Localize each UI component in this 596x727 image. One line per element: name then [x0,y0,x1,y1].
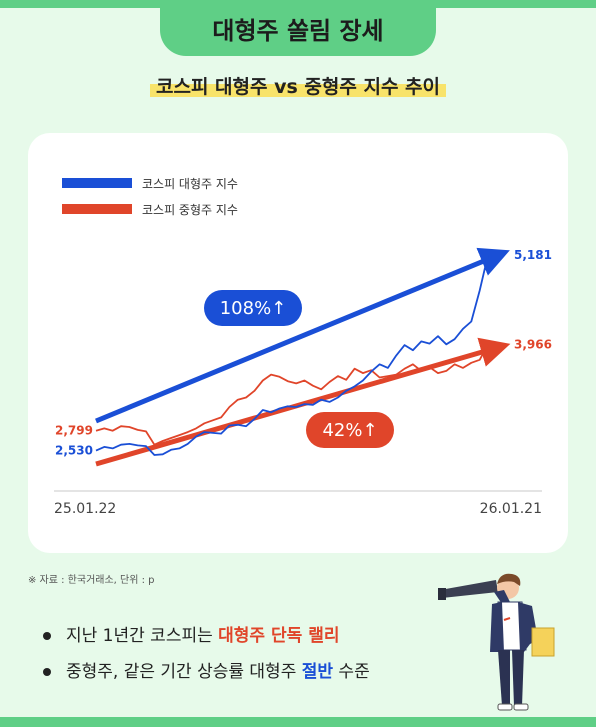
bullet-dot-icon [43,668,51,676]
trend-arrow-large-cap [95,247,510,424]
series-line-large-cap [95,254,489,456]
end-value-label: 5,181 [514,248,552,262]
bullet-text: 지난 1년간 코스피는 [66,626,219,646]
bullet-dot-icon [43,632,51,640]
legend-label: 코스피 대형주 지수 [142,177,238,191]
bullet-text: 중형주, 같은 기간 상승률 대형주 [66,662,302,682]
change-badge-mid-cap-text: 42%↑ [322,420,377,441]
page-title: 대형주 쏠림 장세 [212,16,384,45]
subtitle-wrap: 코스피 대형주 vs 중형주 지수 추이 [0,72,596,99]
trend-arrow-mid-cap [95,337,511,467]
chart-subtitle: 코스피 대형주 vs 중형주 지수 추이 [149,72,446,99]
summary-bullets: 지난 1년간 코스피는 대형주 단독 랠리 중형주, 같은 기간 상승률 대형주… [40,618,460,690]
bullet-item: 중형주, 같은 기간 상승률 대형주 절반 수준 [40,654,460,690]
x-tick-label: 25.01.22 [54,501,116,517]
series-line-mid-cap [95,344,489,446]
source-note: ※ 자료 : 한국거래소, 단위 : p [28,575,155,586]
start-value-label: 2,799 [55,424,93,438]
legend-swatch [62,178,132,188]
x-tick-label: 26.01.21 [480,501,542,517]
end-value-label: 3,966 [514,338,552,352]
bullet-highlight: 절반 [301,662,334,682]
start-value-label: 2,530 [55,444,93,458]
person-with-telescope-illustration [438,573,555,711]
change-badge-large-cap-text: 108%↑ [220,298,287,319]
legend-swatch [62,204,132,214]
change-badge-mid-cap [306,412,394,448]
bottom-accent-bar [0,717,596,727]
legend-label: 코스피 중형주 지수 [142,203,238,217]
bullet-item: 지난 1년간 코스피는 대형주 단독 랠리 [40,618,460,654]
bullet-text-end: 수준 [333,662,370,682]
header-tab: 대형주 쏠림 장세 [160,0,436,56]
change-badge-large-cap [204,290,302,326]
bullet-highlight: 대형주 단독 랠리 [218,626,340,646]
